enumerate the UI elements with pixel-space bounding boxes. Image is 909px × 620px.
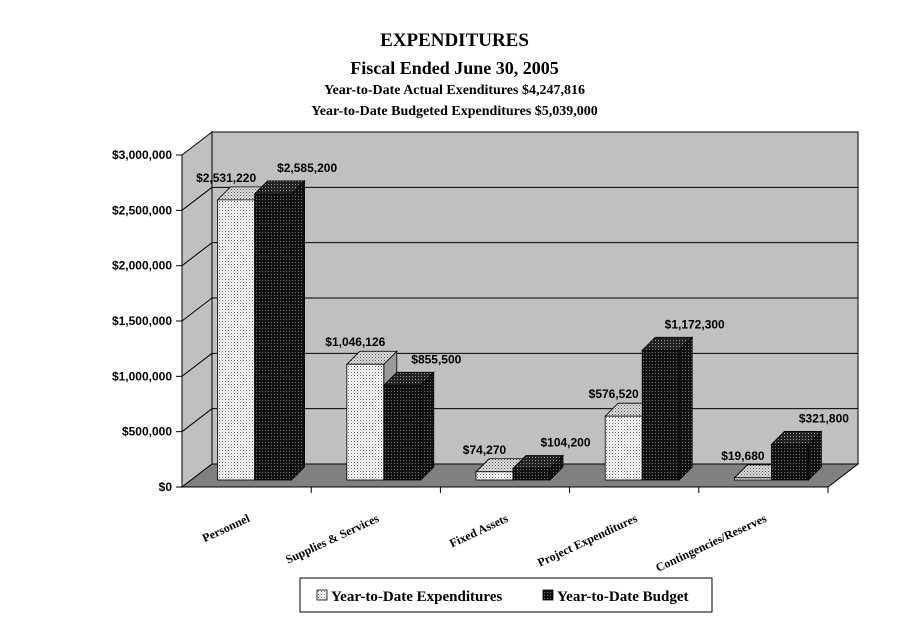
legend-swatch-expenditures [316, 589, 328, 601]
data-label: $1,172,300 [665, 317, 725, 331]
legend-label-expenditures: Year-to-Date Expenditures [331, 589, 502, 605]
bar-budget [641, 349, 680, 481]
data-label: $576,520 [589, 387, 639, 401]
bar-expenditures [475, 471, 514, 481]
gridline-side [181, 186, 213, 211]
y-tick-label: $500,000 [122, 425, 172, 439]
bar-side [678, 336, 693, 481]
bar-budget [254, 193, 293, 481]
data-label: $321,800 [799, 411, 849, 425]
y-tick-label: $2,500,000 [112, 203, 172, 217]
x-category-label: Supplies & Services [283, 511, 381, 567]
legend-label-budget: Year-to-Date Budget [557, 589, 689, 605]
chart-subtitle: Fiscal Ended June 30, 2005 [350, 58, 559, 78]
x-category-label: Project Expenditures [535, 511, 640, 570]
data-label: $104,200 [540, 435, 590, 449]
legend-swatch-budget [542, 589, 554, 601]
gridline-side [181, 297, 213, 322]
bar-budget [383, 384, 422, 481]
bar-expenditures [604, 415, 643, 481]
bar-expenditures [734, 477, 772, 481]
bar-budget [771, 443, 809, 481]
x-category-label: Contingencies/Reserves [653, 511, 769, 575]
y-tick-label: $3,000,000 [112, 148, 172, 162]
data-label: $74,270 [463, 443, 507, 457]
y-tick-label: $0 [159, 480, 173, 494]
y-tick-label: $1,000,000 [112, 369, 172, 383]
x-category-label: Fixed Assets [447, 511, 510, 550]
data-label: $855,500 [411, 352, 461, 366]
bar-side [291, 179, 306, 481]
gridline-side [181, 352, 213, 377]
data-label: $19,680 [721, 449, 765, 463]
legend-box [299, 577, 713, 613]
y-tick-label: $2,000,000 [112, 259, 172, 273]
chart-title: EXPENDITURES [380, 30, 529, 51]
gridline-side [181, 408, 213, 433]
bar-expenditures [346, 363, 385, 481]
x-category-label: Personnel [200, 511, 252, 545]
bar-budget [512, 468, 551, 481]
budget-total-line: Year-to-Date Budgeted Expenditures $5,03… [311, 104, 598, 119]
data-label: $2,531,220 [196, 171, 256, 185]
bar-expenditures [217, 199, 256, 481]
data-label: $1,046,126 [325, 335, 385, 349]
bars-layer [216, 179, 823, 481]
legend: Year-to-Date Expenditures Year-to-Date B… [299, 577, 713, 613]
data-label: $2,585,200 [277, 161, 337, 175]
actual-total-line: Year-to-Date Actual Exenditures $4,247,8… [324, 83, 585, 98]
y-tick-label: $1,500,000 [112, 314, 172, 328]
gridline-side [181, 242, 213, 267]
bar-side [420, 371, 435, 481]
